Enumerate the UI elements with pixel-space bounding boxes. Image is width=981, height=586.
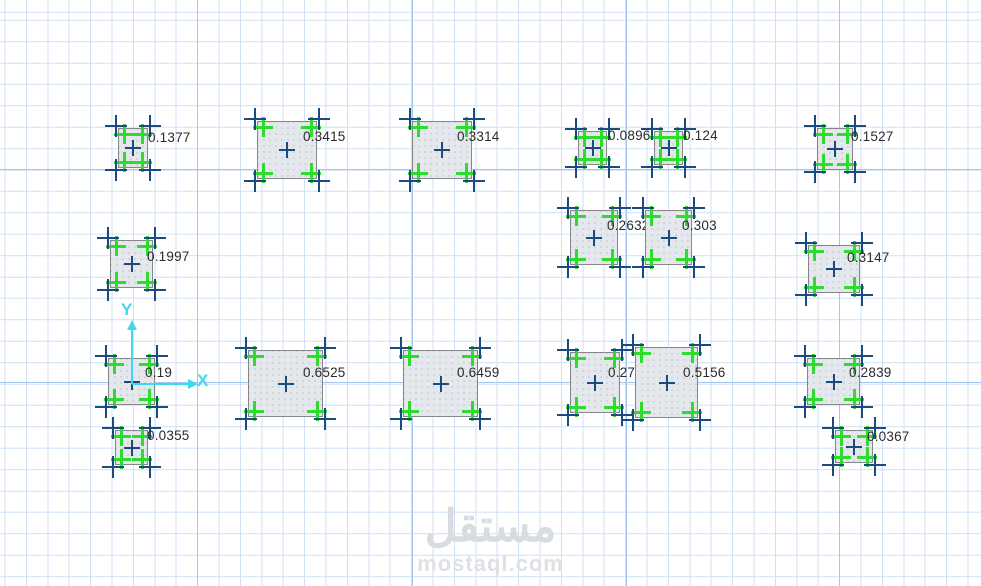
x-axis-arrow-icon — [188, 379, 198, 389]
measured-feature[interactable] — [622, 334, 711, 431]
feature-rectangle[interactable] — [115, 430, 148, 465]
watermark: مستقل mostaql.com — [417, 502, 564, 576]
grid-major-hline — [0, 169, 981, 170]
feature-rectangle[interactable] — [654, 131, 683, 165]
watermark-domain: mostaql.com — [417, 551, 564, 576]
feature-value-label[interactable]: 0.19 — [145, 365, 173, 380]
feature-value-label[interactable]: 0.1997 — [147, 249, 190, 264]
y-axis-line — [131, 329, 133, 384]
grid-major-vline — [839, 0, 840, 586]
measured-feature[interactable] — [565, 118, 620, 178]
feature-value-label[interactable]: 0.6525 — [303, 365, 346, 380]
measured-feature[interactable] — [390, 337, 491, 430]
watermark-logo: مستقل — [424, 502, 557, 551]
measured-feature[interactable] — [105, 115, 161, 181]
x-axis-label: X — [197, 371, 209, 390]
feature-rectangle[interactable] — [635, 347, 698, 418]
measured-feature[interactable] — [235, 337, 336, 430]
measured-feature[interactable] — [804, 115, 866, 183]
feature-value-label[interactable]: 0.303 — [682, 218, 717, 233]
feature-value-label[interactable]: 0.1377 — [148, 130, 191, 145]
grid-major-vline — [197, 0, 198, 586]
feature-value-label[interactable]: 0.0896 — [608, 128, 651, 143]
feature-value-label[interactable]: 0.124 — [683, 128, 718, 143]
measured-feature[interactable] — [97, 227, 166, 301]
measured-feature[interactable] — [557, 339, 633, 426]
feature-value-label[interactable]: 0.0367 — [867, 429, 910, 444]
x-axis-line — [132, 383, 189, 385]
y-axis-arrow-icon — [127, 320, 137, 330]
measured-feature[interactable] — [102, 417, 161, 478]
feature-value-label[interactable]: 0.3314 — [457, 129, 500, 144]
feature-rectangle[interactable] — [570, 352, 620, 413]
feature-rectangle[interactable] — [110, 240, 153, 288]
feature-value-label[interactable]: 0.5156 — [683, 365, 726, 380]
y-axis-label: Y — [121, 300, 133, 319]
feature-rectangle[interactable] — [403, 350, 478, 417]
feature-value-label[interactable]: 0.2632 — [607, 218, 650, 233]
feature-value-label[interactable]: 0.3147 — [847, 250, 890, 265]
grid-major-vline — [626, 0, 627, 586]
feature-rectangle[interactable] — [118, 128, 148, 168]
feature-rectangle[interactable] — [817, 128, 853, 170]
feature-value-label[interactable]: 0.6459 — [457, 365, 500, 380]
feature-value-label[interactable]: 0.3415 — [303, 129, 346, 144]
grid-major-vline — [412, 0, 413, 586]
feature-rectangle[interactable] — [248, 350, 323, 417]
feature-rectangle[interactable] — [578, 131, 607, 165]
feature-value-label[interactable]: 0.1527 — [851, 129, 894, 144]
grid-major-hline — [0, 382, 981, 383]
feature-value-label[interactable]: 0.2839 — [849, 365, 892, 380]
measured-feature[interactable] — [641, 118, 696, 178]
feature-value-label[interactable]: 0.0355 — [147, 428, 190, 443]
